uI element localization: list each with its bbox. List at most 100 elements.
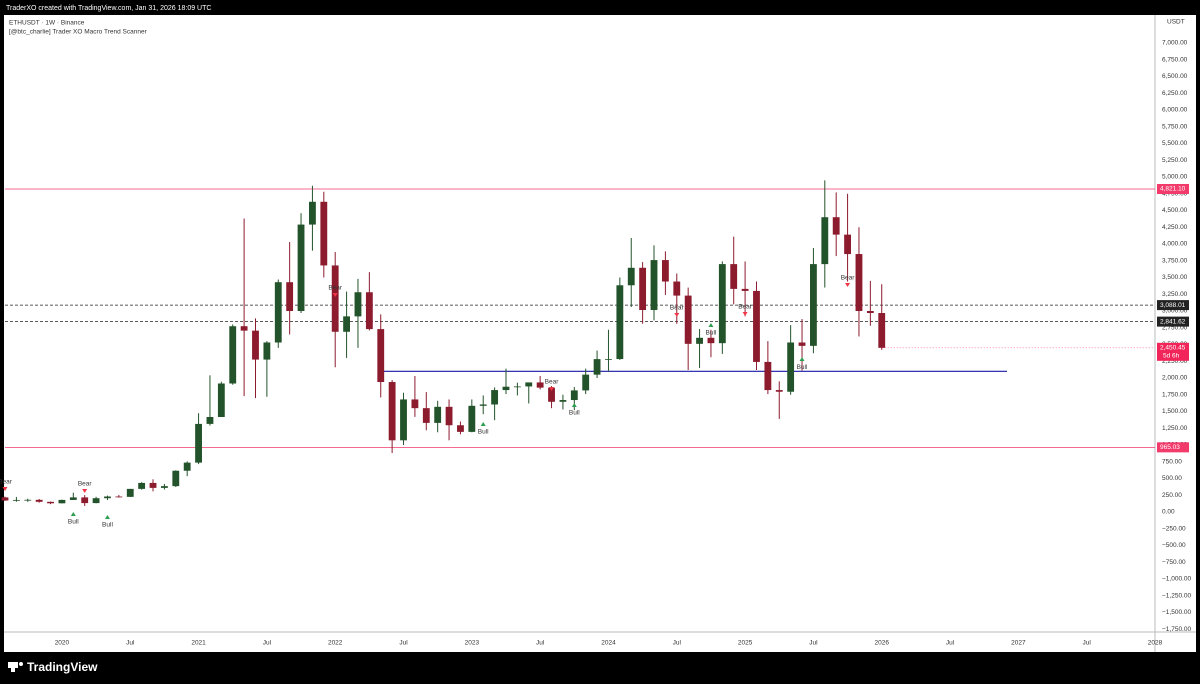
currency: USDT (1167, 19, 1185, 26)
candle-body (855, 254, 863, 312)
candle-body (468, 405, 476, 432)
candle-body (206, 416, 214, 424)
candle-body (104, 496, 111, 499)
signal-marker (480, 422, 486, 427)
y-tick-label: 1,750.00 (1162, 391, 1188, 398)
y-tick-label: 3,750.00 (1162, 257, 1188, 264)
x-tick-label: Jul (946, 640, 955, 647)
level-price-label: 965.03 (1160, 444, 1180, 451)
signal-marker (799, 357, 805, 362)
candle-body (798, 342, 806, 346)
y-tick-label: 250.00 (1162, 492, 1182, 499)
y-tick-label: 3,000.00 (1162, 308, 1188, 315)
signal-label: Bear (841, 275, 856, 282)
y-tick-label: −250.00 (1162, 525, 1186, 532)
level-price-box (1157, 183, 1189, 194)
last-price-box (1157, 342, 1189, 361)
y-tick-label: 5,000.00 (1162, 174, 1188, 181)
signal-marker (104, 515, 110, 520)
candle-body (684, 295, 692, 344)
signal-marker (332, 292, 338, 297)
candle-body (138, 482, 146, 489)
y-tick-label: −500.00 (1162, 542, 1186, 549)
candle-body (445, 406, 453, 426)
credit: TraderXO created with TradingView.com, J… (6, 5, 211, 12)
candle-body (58, 499, 66, 504)
signal-label: Bull (478, 429, 489, 436)
y-tick-label: 3,500.00 (1162, 274, 1188, 281)
x-tick-label: 2024 (601, 640, 616, 647)
x-tick-label: 2023 (465, 640, 480, 647)
level-price-box (1157, 442, 1189, 453)
signal-marker (845, 282, 851, 287)
last-price-label: 2,450.45 (1160, 345, 1186, 352)
candle-body (229, 326, 237, 384)
candle-body (764, 361, 772, 391)
candle-body (570, 390, 578, 401)
candle-body (263, 342, 271, 360)
signal-label: Bear (545, 379, 560, 386)
signal-marker (742, 312, 748, 317)
candle-body (787, 342, 795, 392)
signal-label: Bull (68, 519, 79, 526)
candle-body (775, 390, 783, 392)
level-price-label: 2,841.62 (1160, 318, 1186, 325)
y-tick-label: 6,500.00 (1162, 73, 1188, 80)
signal-marker (70, 512, 76, 517)
candle-body (810, 264, 817, 346)
candle-body (548, 387, 555, 402)
y-tick-label: 0.00 (1162, 509, 1175, 516)
level-price-label: 4,821.10 (1160, 186, 1186, 193)
x-tick-label: Jul (399, 640, 408, 647)
candle-body (343, 316, 350, 332)
y-tick-label: 750.00 (1162, 458, 1182, 465)
candle-body (1, 497, 9, 501)
candle-body (866, 311, 874, 314)
x-tick-label: 2028 (1148, 640, 1163, 647)
candle-body (422, 408, 430, 423)
y-tick-label: −1,250.00 (1162, 592, 1191, 599)
level-price-label: 3,088.01 (1160, 302, 1186, 309)
candle-body (730, 264, 738, 289)
y-tick-label: −1,750.00 (1162, 626, 1191, 633)
brand: TradingView (27, 660, 98, 674)
candle-body (479, 404, 487, 406)
candle-body (252, 330, 259, 360)
x-tick-label: Jul (673, 640, 682, 647)
candle-body (832, 217, 840, 235)
candle-body (696, 337, 703, 344)
signal-marker (571, 402, 577, 407)
y-tick-label: 1,500.00 (1162, 408, 1188, 415)
signal-label: Bear (738, 304, 753, 311)
candle-body (47, 501, 54, 504)
y-tick-label: 4,250.00 (1162, 224, 1188, 231)
y-tick-label: −1,500.00 (1162, 609, 1191, 616)
x-tick-label: Jul (263, 640, 272, 647)
candle-body (115, 496, 123, 498)
y-tick-label: 500.00 (1162, 475, 1182, 482)
candle-body (172, 470, 180, 487)
candle-body (878, 313, 886, 348)
x-tick-label: Jul (536, 640, 545, 647)
candle-body (525, 382, 533, 387)
y-tick-label: 5,500.00 (1162, 140, 1188, 147)
signal-label: Bear (328, 285, 343, 292)
candle-body (331, 265, 339, 332)
candle-body (286, 282, 294, 312)
y-tick-label: −750.00 (1162, 559, 1186, 566)
y-tick-label: 7,000.00 (1162, 40, 1188, 47)
y-tick-label: 4,500.00 (1162, 207, 1188, 214)
signal-marker (82, 489, 88, 494)
y-tick-label: 6,250.00 (1162, 90, 1188, 97)
candle-body (354, 292, 362, 317)
candle-body (821, 217, 829, 265)
candle-body (388, 382, 396, 441)
candle-body (502, 386, 510, 391)
indicator-name: [@btc_charlie] Trader XO Macro Trend Sca… (9, 29, 148, 36)
signal-label: Bull (569, 410, 580, 417)
y-tick-label: 6,000.00 (1162, 107, 1188, 114)
candle-body (513, 386, 521, 388)
x-tick-label: Jul (126, 640, 135, 647)
